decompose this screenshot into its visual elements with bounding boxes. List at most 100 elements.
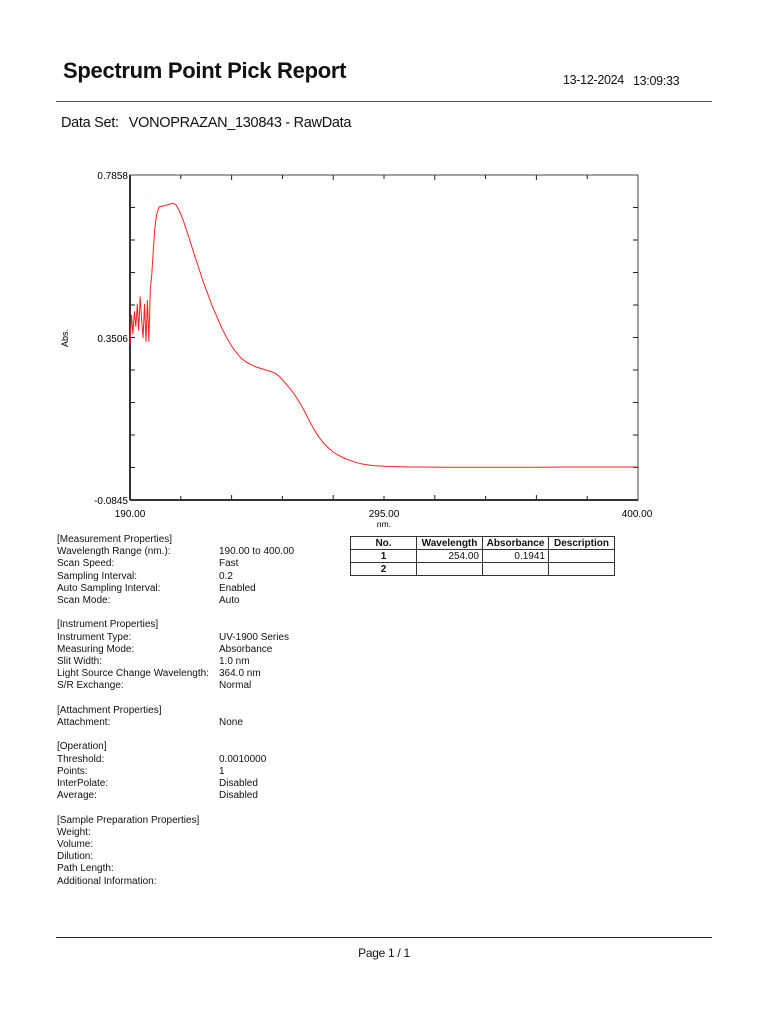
property-row: S/R Exchange: Normal xyxy=(57,680,294,692)
page-number: Page 1 / 1 xyxy=(358,946,410,960)
property-row: Average: Disabled xyxy=(57,790,294,802)
property-row: Slit Width: 1.0 nm xyxy=(57,656,294,668)
property-value: Auto xyxy=(219,595,240,607)
col-header-no: No. xyxy=(350,536,417,550)
dataset-line: Data Set: VONOPRAZAN_130843 - RawData xyxy=(61,115,351,131)
plot-frame xyxy=(129,174,639,501)
cell-wavelength: 254.00 xyxy=(416,549,483,563)
property-label: Instrument Type: xyxy=(57,631,132,643)
table-row: 1 254.00 0.1941 xyxy=(350,549,615,563)
property-label: Light Source Change Wavelength: xyxy=(57,668,209,680)
property-row: Dilution: xyxy=(57,851,294,863)
measurement-properties: [Measurement Properties] Wavelength Rang… xyxy=(57,534,294,607)
property-label: Auto Sampling Interval: xyxy=(57,582,161,594)
peak-pick-table: No. Wavelength Absorbance Description 1 … xyxy=(350,536,615,576)
y-tick-label-bottom: -0.0845 xyxy=(94,496,128,507)
property-label: Weight: xyxy=(57,826,91,838)
axis-ticks xyxy=(130,175,638,500)
property-value: None xyxy=(219,717,243,729)
property-row: Points: 1 xyxy=(57,766,294,778)
property-row: InterPolate: Disabled xyxy=(57,778,294,790)
attachment-properties: [Attachment Properties] Attachment: None xyxy=(57,705,294,729)
section-header: [Operation] xyxy=(57,741,107,753)
property-value: 0.2 xyxy=(219,570,233,582)
property-label: InterPolate: xyxy=(57,778,109,790)
col-header-wavelength: Wavelength xyxy=(416,536,483,550)
x-axis-title: nm. xyxy=(377,519,391,529)
property-label: Volume: xyxy=(57,839,94,851)
property-row: Attachment: None xyxy=(57,717,294,729)
property-value: Absorbance xyxy=(219,643,273,655)
report-time: 13:09:33 xyxy=(633,74,680,88)
property-value: 190.00 to 400.00 xyxy=(219,546,295,558)
col-header-absorbance: Absorbance xyxy=(482,536,549,550)
section-header: [Instrument Properties] xyxy=(57,619,159,631)
instrument-properties: [Instrument Properties] Instrument Type:… xyxy=(57,619,294,692)
section-header: [Measurement Properties] xyxy=(57,534,173,545)
operation-properties: [Operation] Threshold: 0.0010000 Points: 1 I… xyxy=(57,741,294,802)
report-date: 13-12-2024 xyxy=(563,73,624,87)
sample-preparation-properties: [Sample Preparation Properties] Weight: V… xyxy=(57,815,294,888)
section-header: [Attachment Properties] xyxy=(57,704,162,716)
report-title: Spectrum Point Pick Report xyxy=(63,58,347,83)
property-row: Wavelength Range (nm.): 190.00 to 400.00 xyxy=(57,546,294,558)
y-tick-label-mid: 0.3506 xyxy=(97,334,128,345)
property-label: Points: xyxy=(57,765,88,777)
dataset-name: VONOPRAZAN_130843 - RawData xyxy=(128,115,352,131)
spectrum-trace xyxy=(129,202,638,468)
cell-description xyxy=(548,562,615,576)
properties-panel: [Measurement Properties] Wavelength Rang… xyxy=(57,534,294,900)
header-divider xyxy=(56,101,712,102)
property-row: Scan Speed: Fast xyxy=(57,558,294,570)
property-label: Scan Speed: xyxy=(57,558,115,570)
property-label: Slit Width: xyxy=(57,656,103,668)
y-axis-title: Abs. xyxy=(60,329,70,347)
spectrum-chart: 0.7858 0.3506 -0.0845 190.00 295.00 400.… xyxy=(60,171,653,529)
table-row: 2 xyxy=(350,562,615,576)
cell-absorbance xyxy=(482,562,549,576)
x-tick-label-right: 400.00 xyxy=(622,509,653,520)
property-value: Enabled xyxy=(219,582,256,594)
cell-wavelength xyxy=(416,562,483,576)
property-value: Disabled xyxy=(219,790,258,802)
property-row: Path Length: xyxy=(57,863,294,875)
property-row: Instrument Type: UV-1900 Series xyxy=(57,632,294,644)
property-label: Dilution: xyxy=(57,851,94,863)
property-label: Measuring Mode: xyxy=(57,643,135,655)
x-tick-label-left: 190.00 xyxy=(115,509,146,520)
property-value: 364.0 nm xyxy=(219,668,261,680)
property-label: S/R Exchange: xyxy=(57,680,124,692)
property-row: Light Source Change Wavelength: 364.0 nm xyxy=(57,668,294,680)
x-tick-label-mid: 295.00 xyxy=(369,509,400,520)
property-row: Weight: xyxy=(57,827,294,839)
property-row: Volume: xyxy=(57,839,294,851)
property-label: Additional Information: xyxy=(57,875,157,887)
col-header-description: Description xyxy=(548,536,615,550)
property-row: Scan Mode: Auto xyxy=(57,595,294,607)
property-label: Scan Mode: xyxy=(57,595,111,607)
dataset-label: Data Set: xyxy=(61,115,119,131)
property-label: Wavelength Range (nm.): xyxy=(57,546,171,558)
property-value: Fast xyxy=(219,558,239,570)
property-value: Normal xyxy=(219,680,252,692)
property-row: Additional Information: xyxy=(57,876,294,888)
property-row: Threshold: 0.0010000 xyxy=(57,754,294,766)
property-value: 0.0010000 xyxy=(219,753,267,765)
section-header: [Sample Preparation Properties] xyxy=(57,814,200,826)
table-header-row: No. Wavelength Absorbance Description xyxy=(350,536,615,550)
property-value: Disabled xyxy=(219,778,258,790)
property-value: 1.0 nm xyxy=(219,656,250,668)
property-row: Sampling Interval: 0.2 xyxy=(57,571,294,583)
property-label: Sampling Interval: xyxy=(57,570,138,582)
property-row: Auto Sampling Interval: Enabled xyxy=(57,583,294,595)
property-row: Measuring Mode: Absorbance xyxy=(57,644,294,656)
property-label: Attachment: xyxy=(57,717,111,729)
cell-description xyxy=(548,549,615,563)
cell-no: 2 xyxy=(350,562,417,576)
property-label: Average: xyxy=(57,790,97,802)
property-value: UV-1900 Series xyxy=(219,631,290,643)
property-value: 1 xyxy=(219,765,225,777)
property-label: Threshold: xyxy=(57,753,105,765)
y-tick-label-top: 0.7858 xyxy=(97,171,128,182)
footer-divider xyxy=(56,937,712,938)
